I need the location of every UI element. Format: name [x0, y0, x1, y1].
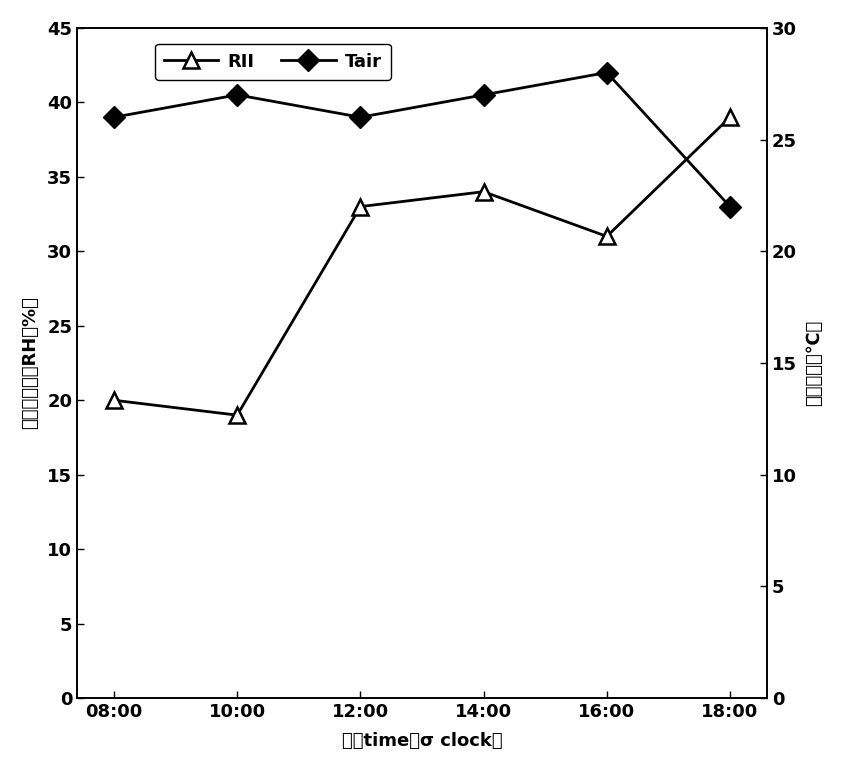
- Tair: [479, 90, 489, 99]
- Tair: [355, 113, 365, 122]
- Tair: [602, 68, 612, 77]
- RII: [355, 202, 365, 211]
- Tair: [232, 90, 242, 99]
- Tair: [109, 113, 119, 122]
- Tair: [725, 202, 735, 211]
- RII: [725, 113, 735, 122]
- RII: [109, 396, 119, 405]
- Line: Tair: Tair: [106, 65, 738, 214]
- RII: [602, 232, 612, 241]
- Line: RII: RII: [106, 109, 738, 423]
- X-axis label: 时间time（σ clock）: 时间time（σ clock）: [342, 732, 502, 750]
- Y-axis label: 空气温度（℃）: 空气温度（℃）: [805, 320, 823, 406]
- RII: [232, 410, 242, 419]
- RII: [479, 187, 489, 197]
- Legend: RII, Tair: RII, Tair: [155, 44, 391, 79]
- Y-axis label: 空气相对湿度RH（%）: 空气相对湿度RH（%）: [21, 297, 39, 429]
